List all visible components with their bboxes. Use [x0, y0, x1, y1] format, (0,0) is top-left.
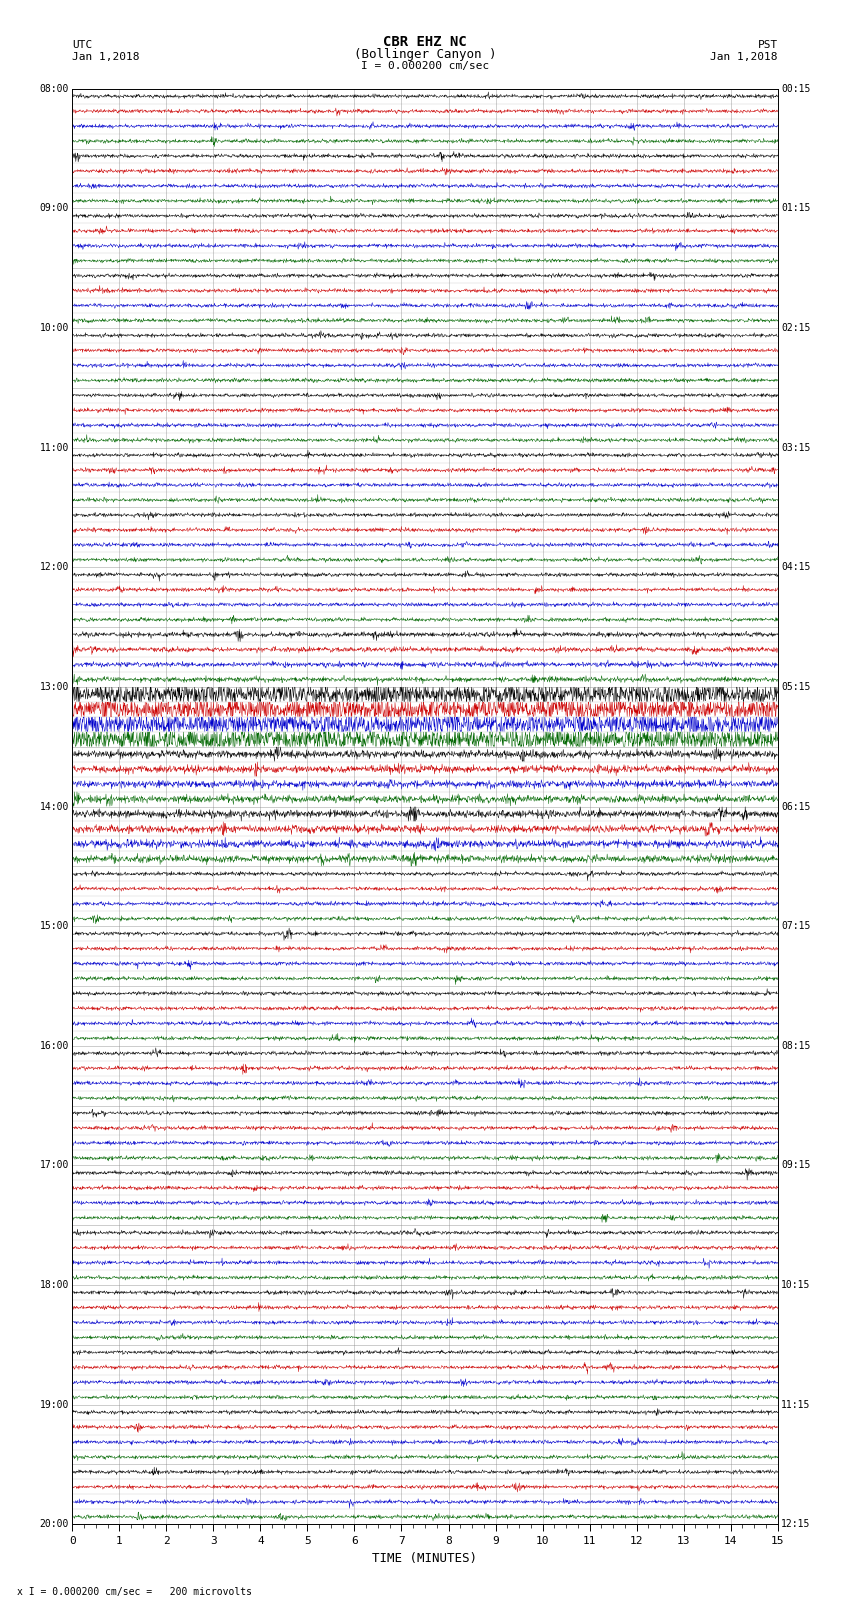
Text: 08:15: 08:15 [781, 1040, 811, 1050]
Text: 08:00: 08:00 [39, 84, 69, 94]
Text: 11:00: 11:00 [39, 442, 69, 453]
Text: 06:15: 06:15 [781, 802, 811, 811]
X-axis label: TIME (MINUTES): TIME (MINUTES) [372, 1552, 478, 1565]
Text: 05:15: 05:15 [781, 682, 811, 692]
Text: Jan 1,2018: Jan 1,2018 [711, 52, 778, 61]
Text: 20:00: 20:00 [39, 1519, 69, 1529]
Text: 16:00: 16:00 [39, 1040, 69, 1050]
Text: 07:15: 07:15 [781, 921, 811, 931]
Text: 19:00: 19:00 [39, 1400, 69, 1410]
Text: 00:15: 00:15 [781, 84, 811, 94]
Text: 14:00: 14:00 [39, 802, 69, 811]
Text: CBR EHZ NC: CBR EHZ NC [383, 35, 467, 50]
Text: 10:00: 10:00 [39, 323, 69, 332]
Text: 17:00: 17:00 [39, 1160, 69, 1171]
Text: 10:15: 10:15 [781, 1281, 811, 1290]
Text: UTC: UTC [72, 40, 93, 50]
Text: PST: PST [757, 40, 778, 50]
Text: (Bollinger Canyon ): (Bollinger Canyon ) [354, 48, 496, 61]
Text: 18:00: 18:00 [39, 1281, 69, 1290]
Text: I = 0.000200 cm/sec: I = 0.000200 cm/sec [361, 61, 489, 71]
Text: 13:00: 13:00 [39, 682, 69, 692]
Text: 03:15: 03:15 [781, 442, 811, 453]
Text: 12:15: 12:15 [781, 1519, 811, 1529]
Text: 12:00: 12:00 [39, 563, 69, 573]
Text: 11:15: 11:15 [781, 1400, 811, 1410]
Text: x I = 0.000200 cm/sec =   200 microvolts: x I = 0.000200 cm/sec = 200 microvolts [17, 1587, 252, 1597]
Text: 09:00: 09:00 [39, 203, 69, 213]
Text: 02:15: 02:15 [781, 323, 811, 332]
Text: 09:15: 09:15 [781, 1160, 811, 1171]
Text: 04:15: 04:15 [781, 563, 811, 573]
Text: Jan 1,2018: Jan 1,2018 [72, 52, 139, 61]
Text: 15:00: 15:00 [39, 921, 69, 931]
Text: 01:15: 01:15 [781, 203, 811, 213]
